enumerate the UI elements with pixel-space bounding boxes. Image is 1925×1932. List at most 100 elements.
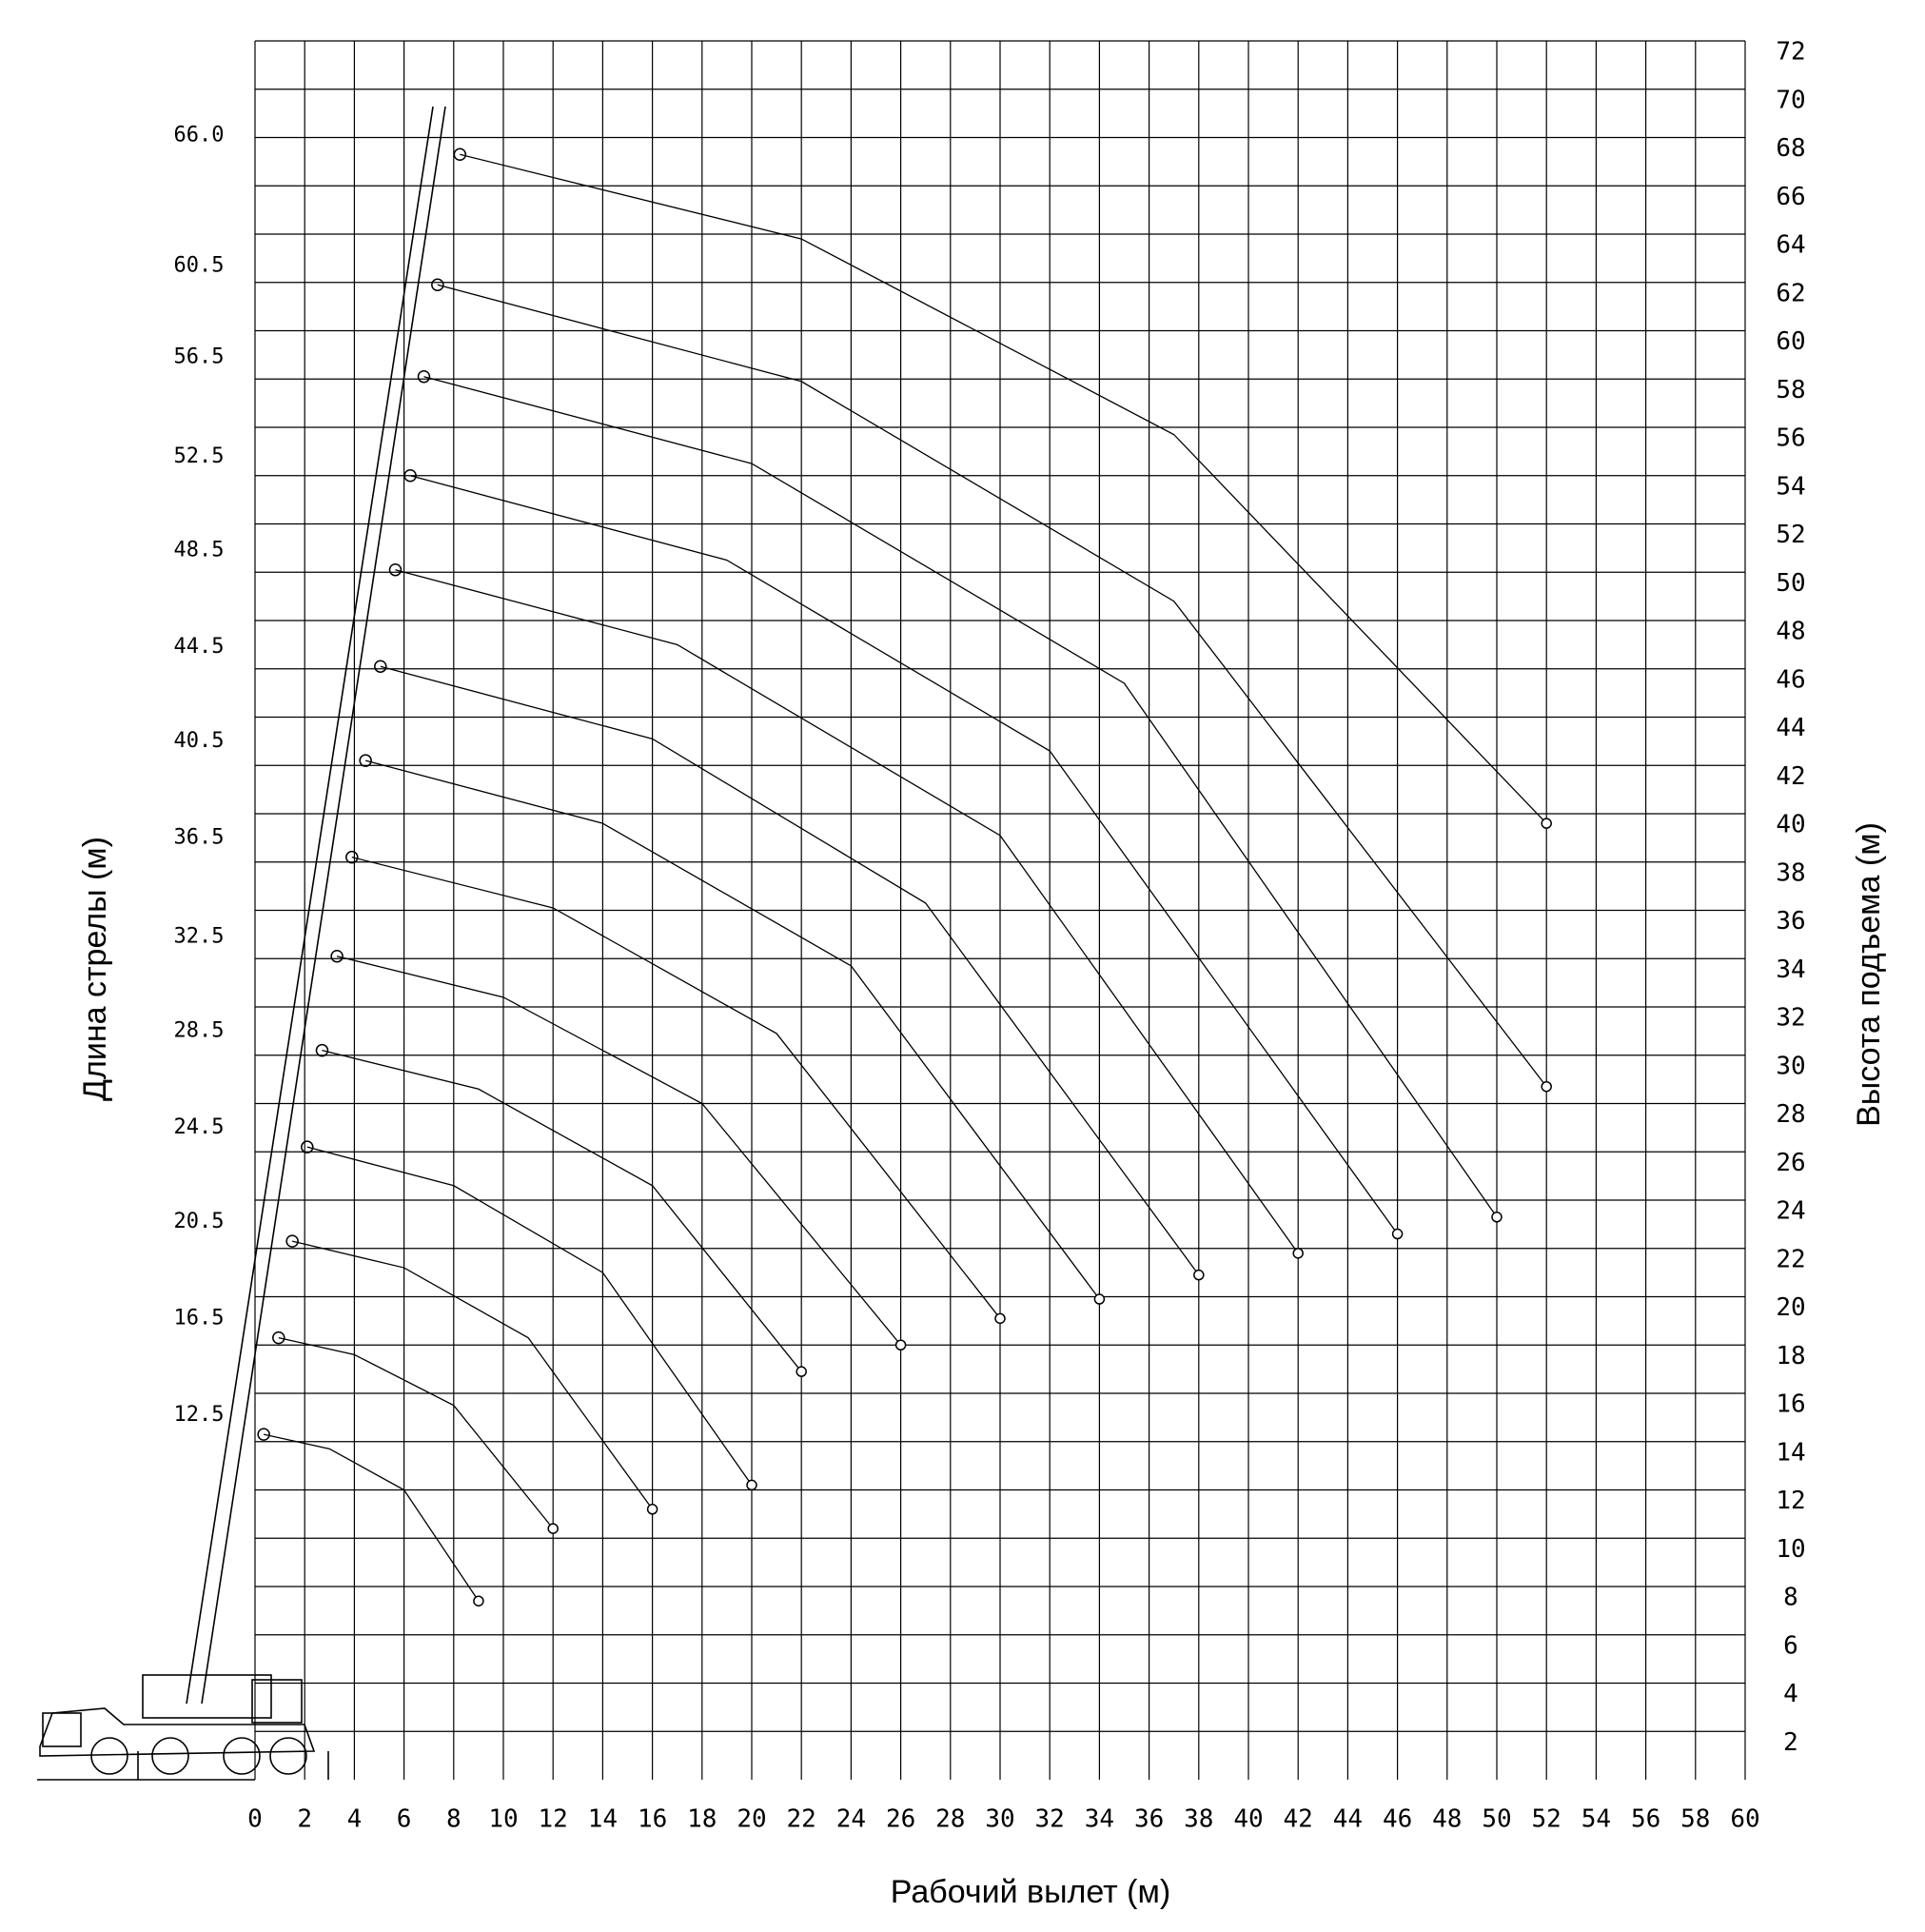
boom-length-label: 60.5 [174,253,225,277]
y2-tick-label: 4 [1783,1680,1798,1708]
y-axis-title: Длина стрелы (м) [77,837,113,1101]
x-tick-label: 60 [1730,1805,1759,1834]
x-tick-label: 0 [247,1805,263,1834]
boom-edge [186,106,434,1705]
end-marker [1292,1248,1304,1259]
boom-length-label: 36.5 [174,826,225,850]
y2-tick-label: 30 [1776,1052,1805,1080]
end-marker [473,1595,484,1607]
boom-length-label: 66.0 [174,123,225,147]
boom-curve [306,1146,753,1486]
hook [453,148,467,162]
boom-length-label: 28.5 [174,1019,225,1043]
hook [257,1428,270,1441]
y2-tick-label: 54 [1776,472,1805,501]
x-tick-label: 20 [737,1805,766,1834]
y2-tick-label: 14 [1776,1438,1805,1467]
y2-tick-label: 40 [1776,811,1805,839]
y2-tick-label: 16 [1776,1390,1805,1419]
x-tick-label: 6 [397,1805,412,1834]
x-tick-label: 30 [985,1805,1014,1834]
hook [272,1331,285,1345]
y2-tick-label: 10 [1776,1535,1805,1564]
y2-tick-label: 34 [1776,956,1805,984]
boom-curve [364,759,1100,1300]
x-axis-title: Рабочий вылет (м) [891,1874,1170,1910]
hook [330,949,344,963]
boom-curve [380,665,1200,1276]
operator-cab [251,1679,303,1724]
driver-cab [42,1712,82,1747]
y2-tick-label: 44 [1776,714,1805,742]
y2-tick-label: 50 [1776,569,1805,598]
x-tick-label: 24 [836,1805,866,1834]
boom-length-label: 16.5 [174,1307,225,1331]
x-tick-label: 42 [1284,1805,1313,1834]
carrier [39,1707,316,1757]
x-tick-label: 38 [1184,1805,1213,1834]
y2-tick-label: 38 [1776,858,1805,887]
y2-tick-label: 68 [1776,134,1805,163]
y2-tick-label: 62 [1776,279,1805,307]
y2-tick-label: 66 [1776,183,1805,211]
x-tick-label: 2 [297,1805,312,1834]
crane-drawing [37,106,446,1781]
boom-curve [263,1433,480,1602]
boom-length-label: 44.5 [174,635,225,659]
wheel [223,1737,261,1775]
boom-curve [291,1240,654,1510]
hook [403,469,417,483]
hook [285,1234,299,1248]
boom-curve [395,569,1299,1254]
hook [388,562,403,577]
x-tick-label: 8 [446,1805,462,1834]
x-tick-label: 34 [1085,1805,1114,1834]
boom-length-label: 12.5 [174,1403,225,1427]
x-tick-label: 4 [347,1805,363,1834]
y2-tick-label: 24 [1776,1197,1805,1226]
boom-curve [336,956,902,1346]
boom-curve [423,376,1498,1218]
x-tick-label: 46 [1383,1805,1412,1834]
x-tick-label: 50 [1482,1805,1511,1834]
boom-curve [409,475,1399,1234]
wheel [151,1737,189,1775]
x-tick-label: 12 [539,1805,568,1834]
hook [301,1140,314,1153]
y2-tick-label: 2 [1783,1728,1798,1757]
y2-tick-label: 64 [1776,231,1805,260]
x-tick-label: 54 [1581,1805,1611,1834]
x-tick-label: 28 [935,1805,965,1834]
end-marker [1541,1080,1552,1093]
hook [417,369,431,384]
boom-length-label: 40.5 [174,729,225,753]
hook [345,850,359,864]
y2-tick-label: 52 [1776,521,1805,549]
boom-curve [278,1337,554,1529]
x-tick-label: 32 [1035,1805,1065,1834]
boom-length-label: 24.5 [174,1115,225,1139]
x-tick-label: 10 [488,1805,518,1834]
y2-tick-label: 20 [1776,1293,1805,1322]
boom-curve [437,284,1547,1088]
boom-length-label: 56.5 [174,345,225,369]
y2-tick-label: 70 [1776,86,1805,114]
x-tick-label: 40 [1233,1805,1263,1834]
x-tick-label: 48 [1432,1805,1462,1834]
x-tick-label: 52 [1532,1805,1562,1834]
x-tick-label: 16 [638,1805,667,1834]
y2-tick-label: 48 [1776,618,1805,646]
y2-tick-label: 46 [1776,665,1805,694]
hook [359,754,372,767]
end-marker [1541,818,1552,829]
hook [374,660,387,673]
boom-curve [322,1050,802,1372]
y2-tick-label: 22 [1776,1245,1805,1273]
end-marker [1391,1228,1404,1240]
boom-length-label: 32.5 [174,925,225,949]
boom-curve [351,857,1001,1319]
boom-curve [460,153,1547,824]
end-marker [746,1479,757,1491]
y2-tick-label: 56 [1776,424,1805,453]
